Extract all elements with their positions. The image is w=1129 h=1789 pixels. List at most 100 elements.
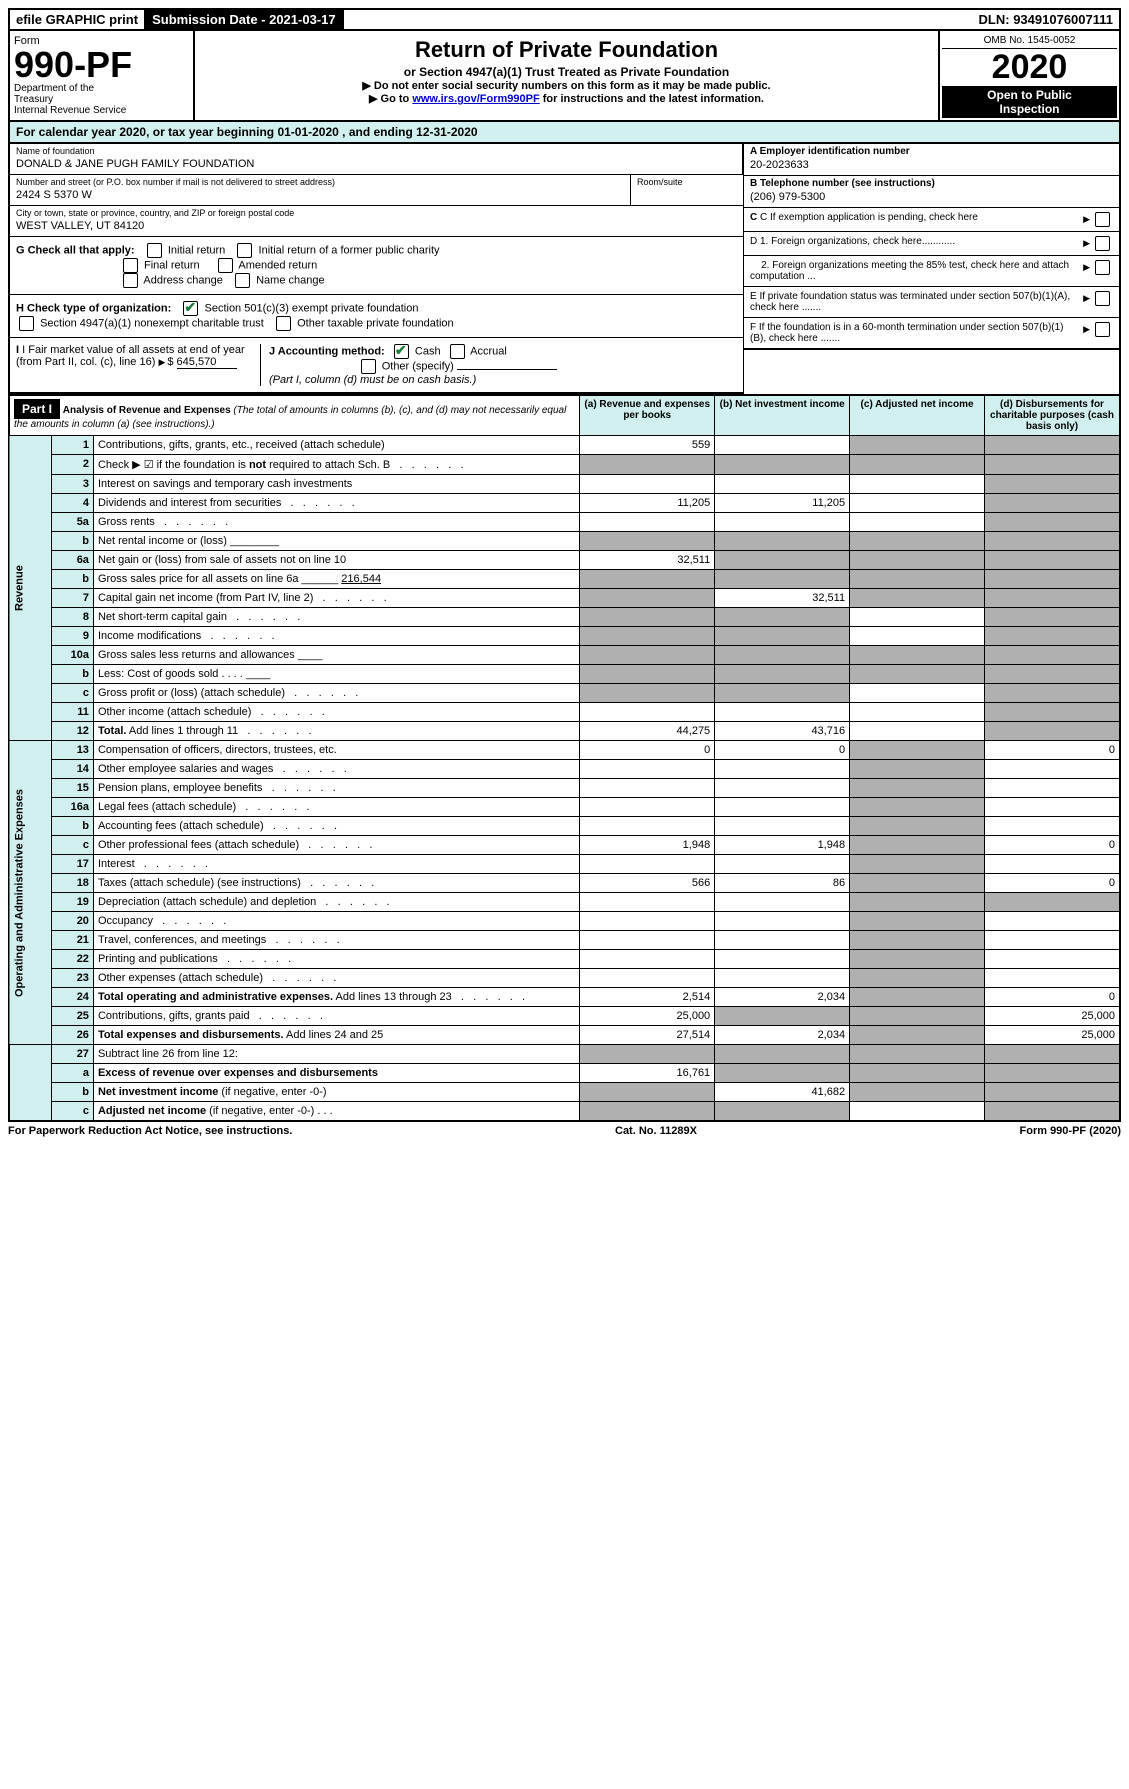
city-label: City or town, state or province, country…: [16, 208, 737, 218]
table-row: 27Subtract line 26 from line 12:: [9, 1045, 1120, 1064]
col-d-header: (d) Disbursements for charitable purpose…: [985, 395, 1121, 436]
form-number-box: Form 990-PF Department of theTreasuryInt…: [10, 31, 195, 120]
line-no: 2: [52, 455, 94, 475]
section-ij: I I Fair market value of all assets at e…: [10, 338, 743, 394]
ein-label: A Employer identification number: [750, 146, 910, 157]
501c3-check[interactable]: [183, 301, 198, 316]
initial-return-check[interactable]: [147, 243, 162, 258]
foreign-org-check[interactable]: [1095, 236, 1110, 251]
line-desc: Compensation of officers, directors, tru…: [93, 741, 579, 760]
status-terminated-check[interactable]: [1095, 291, 1110, 306]
other-method-check[interactable]: [361, 359, 376, 374]
line-no: 5a: [52, 513, 94, 532]
subtitle: or Section 4947(a)(1) Trust Treated as P…: [203, 65, 930, 79]
line-desc: Net rental income or (loss) ________: [93, 532, 579, 551]
line-no: b: [52, 570, 94, 589]
line-no: 1: [52, 436, 94, 455]
exemption-pending-check[interactable]: [1095, 212, 1110, 227]
line-no: 26: [52, 1026, 94, 1045]
line-desc: Capital gain net income (from Part IV, l…: [93, 589, 579, 608]
line-no: 23: [52, 969, 94, 988]
line-no: 17: [52, 855, 94, 874]
cat-no: Cat. No. 11289X: [615, 1125, 697, 1137]
omb-number: OMB No. 1545-0052: [942, 33, 1117, 49]
line-no: 21: [52, 931, 94, 950]
line-desc: Less: Cost of goods sold . . . . ____: [93, 665, 579, 684]
table-row: 17Interest . . . . . .: [9, 855, 1120, 874]
line-desc: Pension plans, employee benefits . . . .…: [93, 779, 579, 798]
accrual-check[interactable]: [450, 344, 465, 359]
table-row: 23Other expenses (attach schedule) . . .…: [9, 969, 1120, 988]
line-no: 16a: [52, 798, 94, 817]
line-desc: Legal fees (attach schedule) . . . . . .: [93, 798, 579, 817]
60-month-check[interactable]: [1095, 322, 1110, 337]
table-row: bNet investment income (if negative, ent…: [9, 1083, 1120, 1102]
table-row: 10aGross sales less returns and allowanc…: [9, 646, 1120, 665]
col-c-header: (c) Adjusted net income: [850, 395, 985, 436]
table-row: 12Total. Add lines 1 through 11 . . . . …: [9, 722, 1120, 741]
table-row: 14Other employee salaries and wages . . …: [9, 760, 1120, 779]
fmv-value: 645,570: [177, 356, 237, 369]
table-row: 8Net short-term capital gain . . . . . .: [9, 608, 1120, 627]
other-taxable-check[interactable]: [276, 316, 291, 331]
line-no: 20: [52, 912, 94, 931]
table-row: 19Depreciation (attach schedule) and dep…: [9, 893, 1120, 912]
line-desc: Occupancy . . . . . .: [93, 912, 579, 931]
table-row: 21Travel, conferences, and meetings . . …: [9, 931, 1120, 950]
line-no: 18: [52, 874, 94, 893]
phone-value: (206) 979-5300: [750, 189, 1113, 205]
table-row: cOther professional fees (attach schedul…: [9, 836, 1120, 855]
form-header: Form 990-PF Department of theTreasuryInt…: [8, 31, 1121, 122]
line-desc: Contributions, gifts, grants, etc., rece…: [93, 436, 579, 455]
line-no: c: [52, 684, 94, 703]
line-desc: Interest . . . . . .: [93, 855, 579, 874]
table-row: 24Total operating and administrative exp…: [9, 988, 1120, 1007]
name-label: Name of foundation: [16, 146, 736, 156]
line-desc: Check ▶ ☑ if the foundation is not requi…: [93, 455, 579, 475]
dln: DLN: 93491076007111: [973, 10, 1119, 29]
initial-former-check[interactable]: [237, 243, 252, 258]
section-g: G Check all that apply: Initial return I…: [10, 237, 743, 295]
submission-date: Submission Date - 2021-03-17: [146, 10, 344, 29]
line-no: 4: [52, 494, 94, 513]
table-row: Operating and Administrative Expenses13C…: [9, 741, 1120, 760]
title-box: Return of Private Foundation or Section …: [195, 31, 940, 120]
line-desc: Contributions, gifts, grants paid . . . …: [93, 1007, 579, 1026]
line-no: 8: [52, 608, 94, 627]
line-desc: Gross sales less returns and allowances …: [93, 646, 579, 665]
name-change-check[interactable]: [235, 273, 250, 288]
amended-check[interactable]: [218, 258, 233, 273]
line-no: 9: [52, 627, 94, 646]
table-row: 25Contributions, gifts, grants paid . . …: [9, 1007, 1120, 1026]
analysis-table: Part I Analysis of Revenue and Expenses …: [8, 394, 1121, 1122]
tax-year: 2020: [942, 49, 1117, 86]
paperwork-notice: For Paperwork Reduction Act Notice, see …: [8, 1125, 292, 1137]
address-change-check[interactable]: [123, 273, 138, 288]
line-no: 13: [52, 741, 94, 760]
side-label: Revenue: [9, 436, 52, 741]
table-row: bNet rental income or (loss) ________: [9, 532, 1120, 551]
info-grid: Name of foundation DONALD & JANE PUGH FA…: [8, 144, 1121, 394]
foreign-85-check[interactable]: [1095, 260, 1110, 275]
table-row: aExcess of revenue over expenses and dis…: [9, 1064, 1120, 1083]
room-label: Room/suite: [631, 175, 743, 205]
year-box: OMB No. 1545-0052 2020 Open to PublicIns…: [940, 31, 1119, 120]
form-number: 990-PF: [14, 47, 189, 83]
ein-value: 20-2023633: [750, 157, 1113, 173]
line-no: 22: [52, 950, 94, 969]
line-desc: Other expenses (attach schedule) . . . .…: [93, 969, 579, 988]
4947-check[interactable]: [19, 316, 34, 331]
cash-check[interactable]: [394, 344, 409, 359]
line-no: 6a: [52, 551, 94, 570]
address: 2424 S 5370 W: [16, 187, 624, 203]
table-row: bGross sales price for all assets on lin…: [9, 570, 1120, 589]
line-no: 11: [52, 703, 94, 722]
irs-link[interactable]: www.irs.gov/Form990PF: [412, 93, 539, 105]
table-row: 5aGross rents . . . . . .: [9, 513, 1120, 532]
line-desc: Other employee salaries and wages . . . …: [93, 760, 579, 779]
final-return-check[interactable]: [123, 258, 138, 273]
line-no: 19: [52, 893, 94, 912]
line-desc: Travel, conferences, and meetings . . . …: [93, 931, 579, 950]
line-desc: Net gain or (loss) from sale of assets n…: [93, 551, 579, 570]
form-footer: Form 990-PF (2020): [1020, 1125, 1122, 1137]
